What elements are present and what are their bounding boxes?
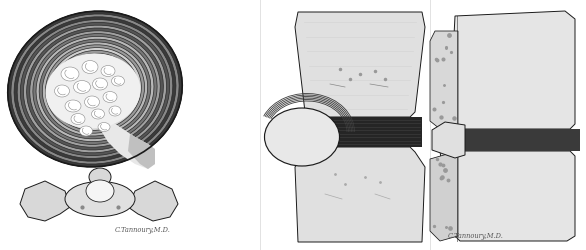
Ellipse shape: [46, 46, 145, 134]
Polygon shape: [128, 134, 155, 169]
Ellipse shape: [46, 54, 141, 129]
Polygon shape: [430, 152, 458, 241]
Ellipse shape: [264, 108, 339, 166]
Ellipse shape: [58, 57, 132, 122]
Ellipse shape: [98, 123, 110, 132]
Ellipse shape: [17, 20, 173, 159]
Ellipse shape: [49, 48, 141, 131]
Ellipse shape: [26, 29, 163, 150]
Ellipse shape: [65, 182, 135, 217]
Bar: [298, 118, 422, 148]
Ellipse shape: [23, 26, 166, 153]
Polygon shape: [440, 12, 575, 130]
Ellipse shape: [82, 61, 98, 74]
Ellipse shape: [65, 100, 81, 112]
Polygon shape: [295, 148, 425, 242]
Ellipse shape: [36, 37, 154, 142]
Ellipse shape: [64, 62, 126, 117]
Text: C.Tannoury,M.D.: C.Tannoury,M.D.: [448, 231, 504, 239]
Ellipse shape: [89, 168, 111, 186]
Ellipse shape: [67, 65, 122, 114]
Ellipse shape: [84, 96, 100, 108]
Ellipse shape: [86, 180, 114, 202]
Ellipse shape: [80, 126, 93, 136]
Ellipse shape: [8, 12, 182, 167]
Ellipse shape: [55, 54, 135, 125]
Ellipse shape: [103, 92, 117, 103]
Polygon shape: [295, 13, 425, 118]
Ellipse shape: [91, 110, 104, 120]
Polygon shape: [128, 181, 178, 221]
Ellipse shape: [14, 18, 176, 162]
Ellipse shape: [61, 68, 79, 82]
Polygon shape: [432, 122, 465, 158]
Ellipse shape: [42, 43, 148, 136]
Ellipse shape: [93, 79, 107, 91]
Ellipse shape: [52, 51, 138, 128]
Polygon shape: [440, 152, 575, 241]
Ellipse shape: [111, 77, 124, 87]
Ellipse shape: [21, 23, 170, 156]
Ellipse shape: [39, 40, 151, 139]
Ellipse shape: [30, 32, 160, 148]
Text: C.Tannoury,M.D.: C.Tannoury,M.D.: [115, 225, 171, 233]
Ellipse shape: [71, 114, 85, 125]
Ellipse shape: [73, 81, 90, 94]
Ellipse shape: [101, 66, 115, 77]
Polygon shape: [430, 32, 458, 130]
Bar: [445, 130, 580, 152]
Polygon shape: [20, 181, 70, 221]
Polygon shape: [100, 118, 155, 169]
Ellipse shape: [61, 60, 129, 120]
Ellipse shape: [33, 34, 157, 145]
Ellipse shape: [8, 12, 182, 167]
Ellipse shape: [109, 106, 121, 117]
Ellipse shape: [54, 86, 70, 98]
Ellipse shape: [11, 15, 179, 164]
